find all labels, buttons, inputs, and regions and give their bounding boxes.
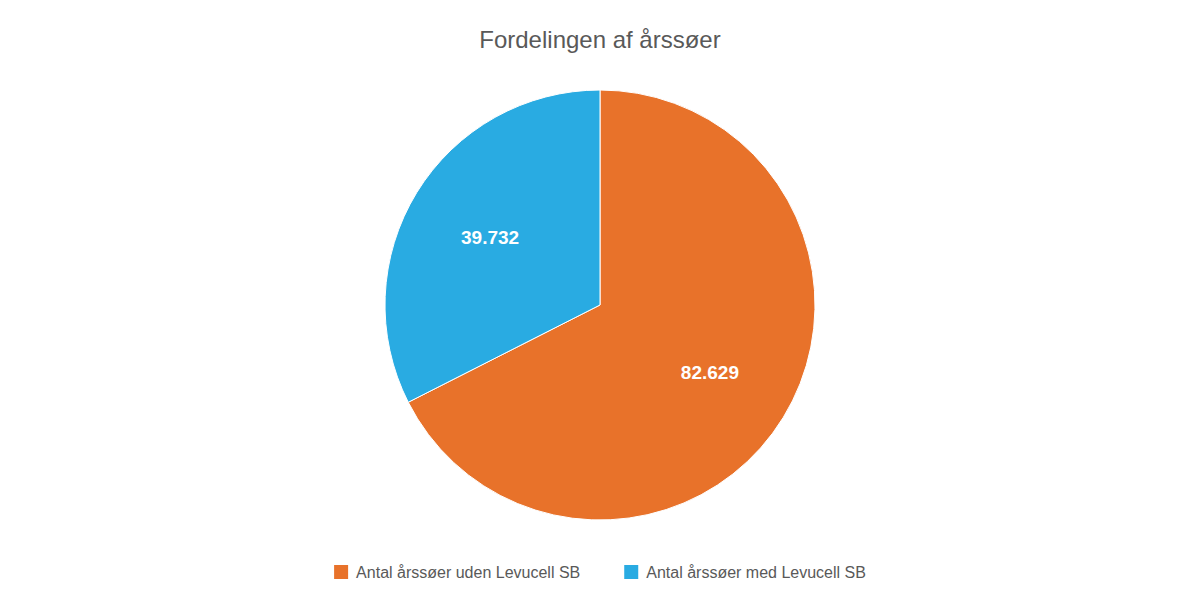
pie [385,90,815,520]
data-label: 82.629 [681,362,739,383]
legend-item: Antal årssøer med Levucell SB [624,564,866,581]
slice [385,90,600,402]
legend-label: Antal årssøer uden Levucell SB [356,564,580,581]
data-label: 39.732 [461,227,519,248]
legend-swatch [334,565,348,579]
legend: Antal årssøer uden Levucell SB Antal årss… [334,564,866,581]
title: Fordelingen af årssøer [479,26,720,53]
legend-label: Antal årssøer med Levucell SB [646,564,866,581]
legend-item: Antal årssøer uden Levucell SB [334,564,580,581]
legend-swatch [624,565,638,579]
chart: Fordelingen af årssøer 82.629 39.732 Antal … [0,0,1200,615]
data-labels: 82.629 39.732 [461,227,739,383]
